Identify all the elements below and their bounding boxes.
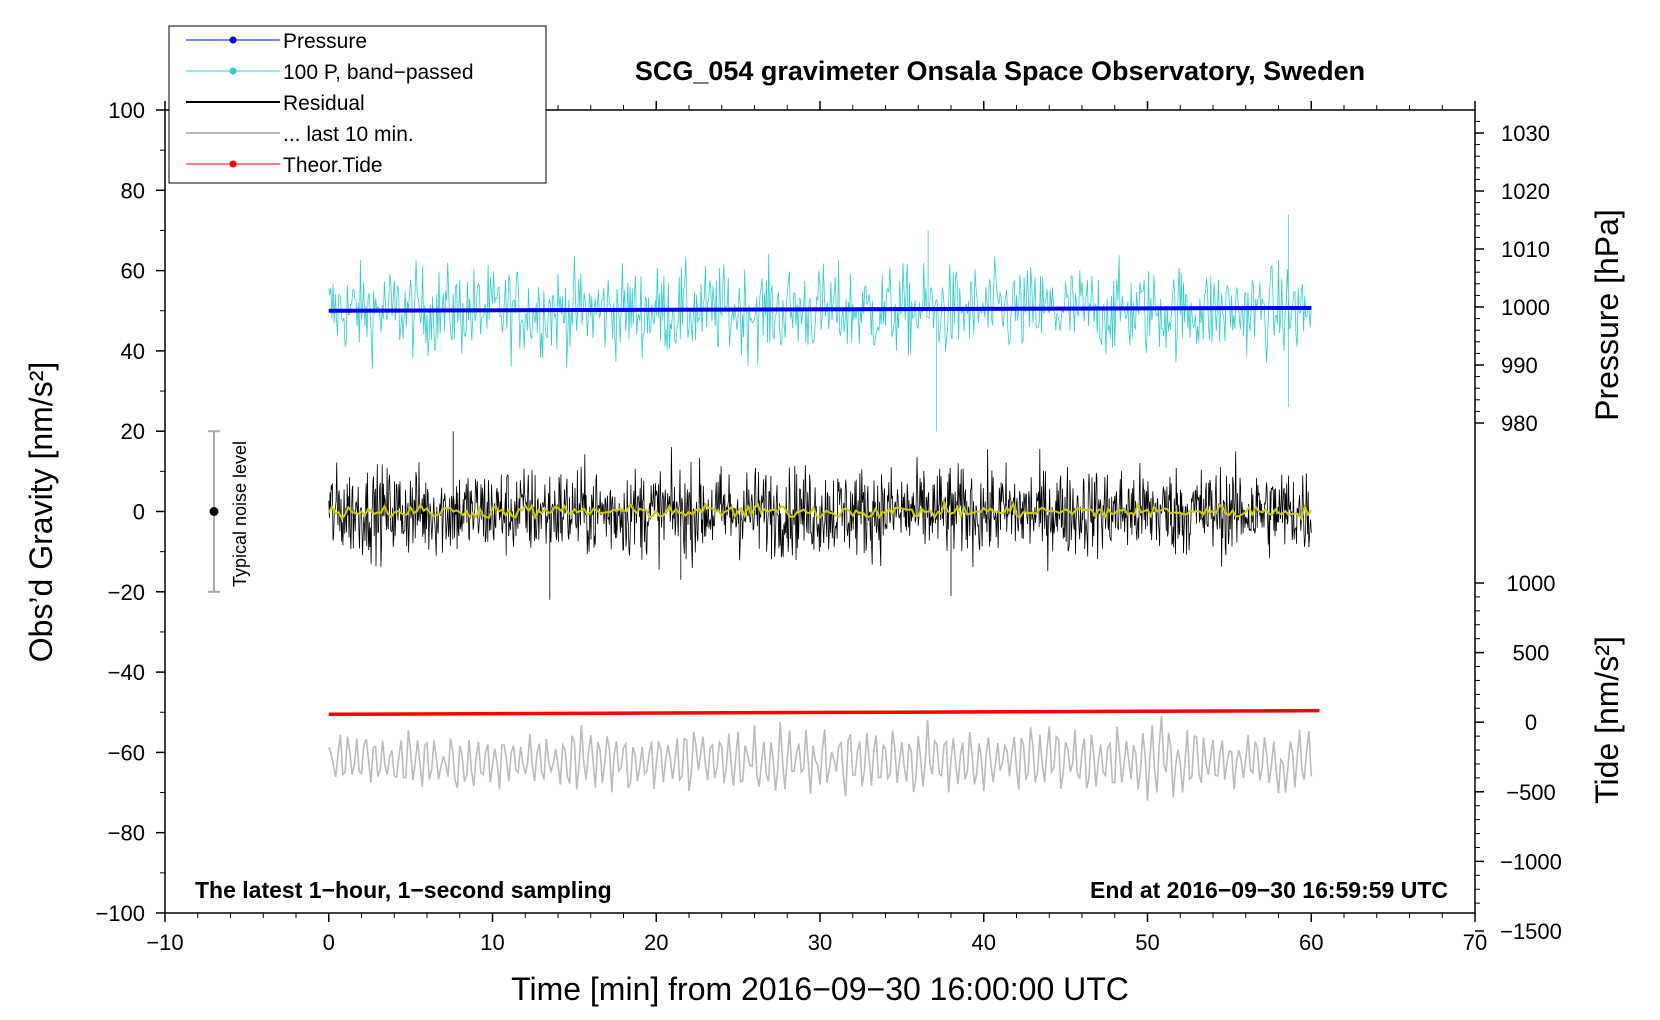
y-tick-label: 20 [121, 419, 145, 444]
legend-entry-bandpassed: 100 P, band−passed [186, 61, 474, 84]
sampling-note: The latest 1−hour, 1−second sampling [195, 877, 612, 903]
x-tick-label: 30 [808, 930, 832, 955]
series-tide-line [328, 708, 1320, 717]
legend-marker-pressure [229, 36, 237, 44]
y-tick-label: −60 [108, 740, 145, 765]
tide-tick-label: −1000 [1500, 849, 1562, 874]
x-tick-label: 50 [1135, 930, 1159, 955]
y-tick-label: 0 [133, 500, 145, 525]
series-residual-line [328, 431, 1312, 600]
tide-tick-label: 0 [1525, 710, 1537, 735]
y-tick-label: −80 [108, 821, 145, 846]
tide-tick-label: 500 [1513, 641, 1550, 666]
y-tick-label: 80 [121, 178, 145, 203]
legend-marker-tide [229, 160, 237, 168]
tide-tick-label: −500 [1506, 780, 1556, 805]
chart-title: SCG_054 gravimeter Onsala Space Observat… [635, 56, 1365, 86]
legend-label-tide: Theor.Tide [283, 154, 383, 177]
legend-label-bandpassed: 100 P, band−passed [283, 61, 474, 84]
x-tick-label: −10 [146, 930, 183, 955]
legend: Pressure 100 P, band−passed Residual ...… [168, 25, 547, 184]
series-pressure-line [328, 305, 1312, 313]
series-bandpassed-line [328, 214, 1312, 432]
y-tick-label: 100 [108, 98, 145, 123]
series-last10-line [328, 715, 1313, 801]
tide-tick-label: 1000 [1507, 571, 1556, 596]
noise-dot [209, 507, 219, 516]
noise-label: Typical noise level [230, 441, 250, 587]
pressure-tick-label: 1010 [1501, 237, 1550, 262]
y-tick-label: −40 [108, 660, 145, 685]
y-axis-label-left: Obs’d Gravity [nm/s²] [23, 362, 59, 663]
y-tick-label: −20 [108, 580, 145, 605]
x-tick-label: 0 [323, 930, 335, 955]
legend-label-last10: ... last 10 min. [283, 123, 414, 146]
legend-label-pressure: Pressure [283, 30, 367, 53]
legend-entry-tide: Theor.Tide [186, 154, 383, 177]
x-tick-label: 70 [1463, 930, 1487, 955]
end-time-note: End at 2016−09−30 16:59:59 UTC [1090, 877, 1448, 903]
y-tick-label: −100 [95, 901, 145, 926]
series-residual-smoothed-line [327, 499, 1313, 522]
ticks-layer: −10 0 10 20 30 40 50 60 70−100−80−60−40−20020406… [95, 98, 1561, 955]
pressure-tick-label: 1020 [1501, 179, 1550, 204]
legend-entry-pressure: Pressure [186, 30, 367, 53]
y-axis-label-tide: Tide [nm/s²] [1589, 636, 1625, 804]
pressure-tick-label: 1030 [1501, 121, 1550, 146]
y-tick-label: 60 [121, 259, 145, 284]
y-tick-label: 40 [121, 339, 145, 364]
noise-indicator: Typical noise level [208, 430, 250, 593]
pressure-tick-label: 990 [1501, 353, 1538, 378]
series-layer [327, 214, 1320, 801]
tide-tick-label: −1500 [1500, 919, 1562, 944]
legend-entry-last10: ... last 10 min. [186, 123, 414, 146]
x-tick-label: 40 [972, 930, 996, 955]
legend-label-residual: Residual [283, 92, 365, 115]
legend-box [168, 25, 547, 184]
legend-entry-residual: Residual [186, 92, 365, 115]
x-tick-label: 60 [1299, 930, 1323, 955]
x-tick-label: 10 [480, 930, 504, 955]
x-axis-label: Time [min] from 2016−09−30 16:00:00 UTC [511, 971, 1129, 1007]
pressure-tick-label: 1000 [1501, 295, 1550, 320]
x-tick-label: 20 [644, 930, 668, 955]
pressure-tick-label: 980 [1501, 411, 1538, 436]
y-axis-label-pressure: Pressure [hPa] [1589, 209, 1625, 421]
legend-marker-bandpassed [229, 67, 237, 75]
